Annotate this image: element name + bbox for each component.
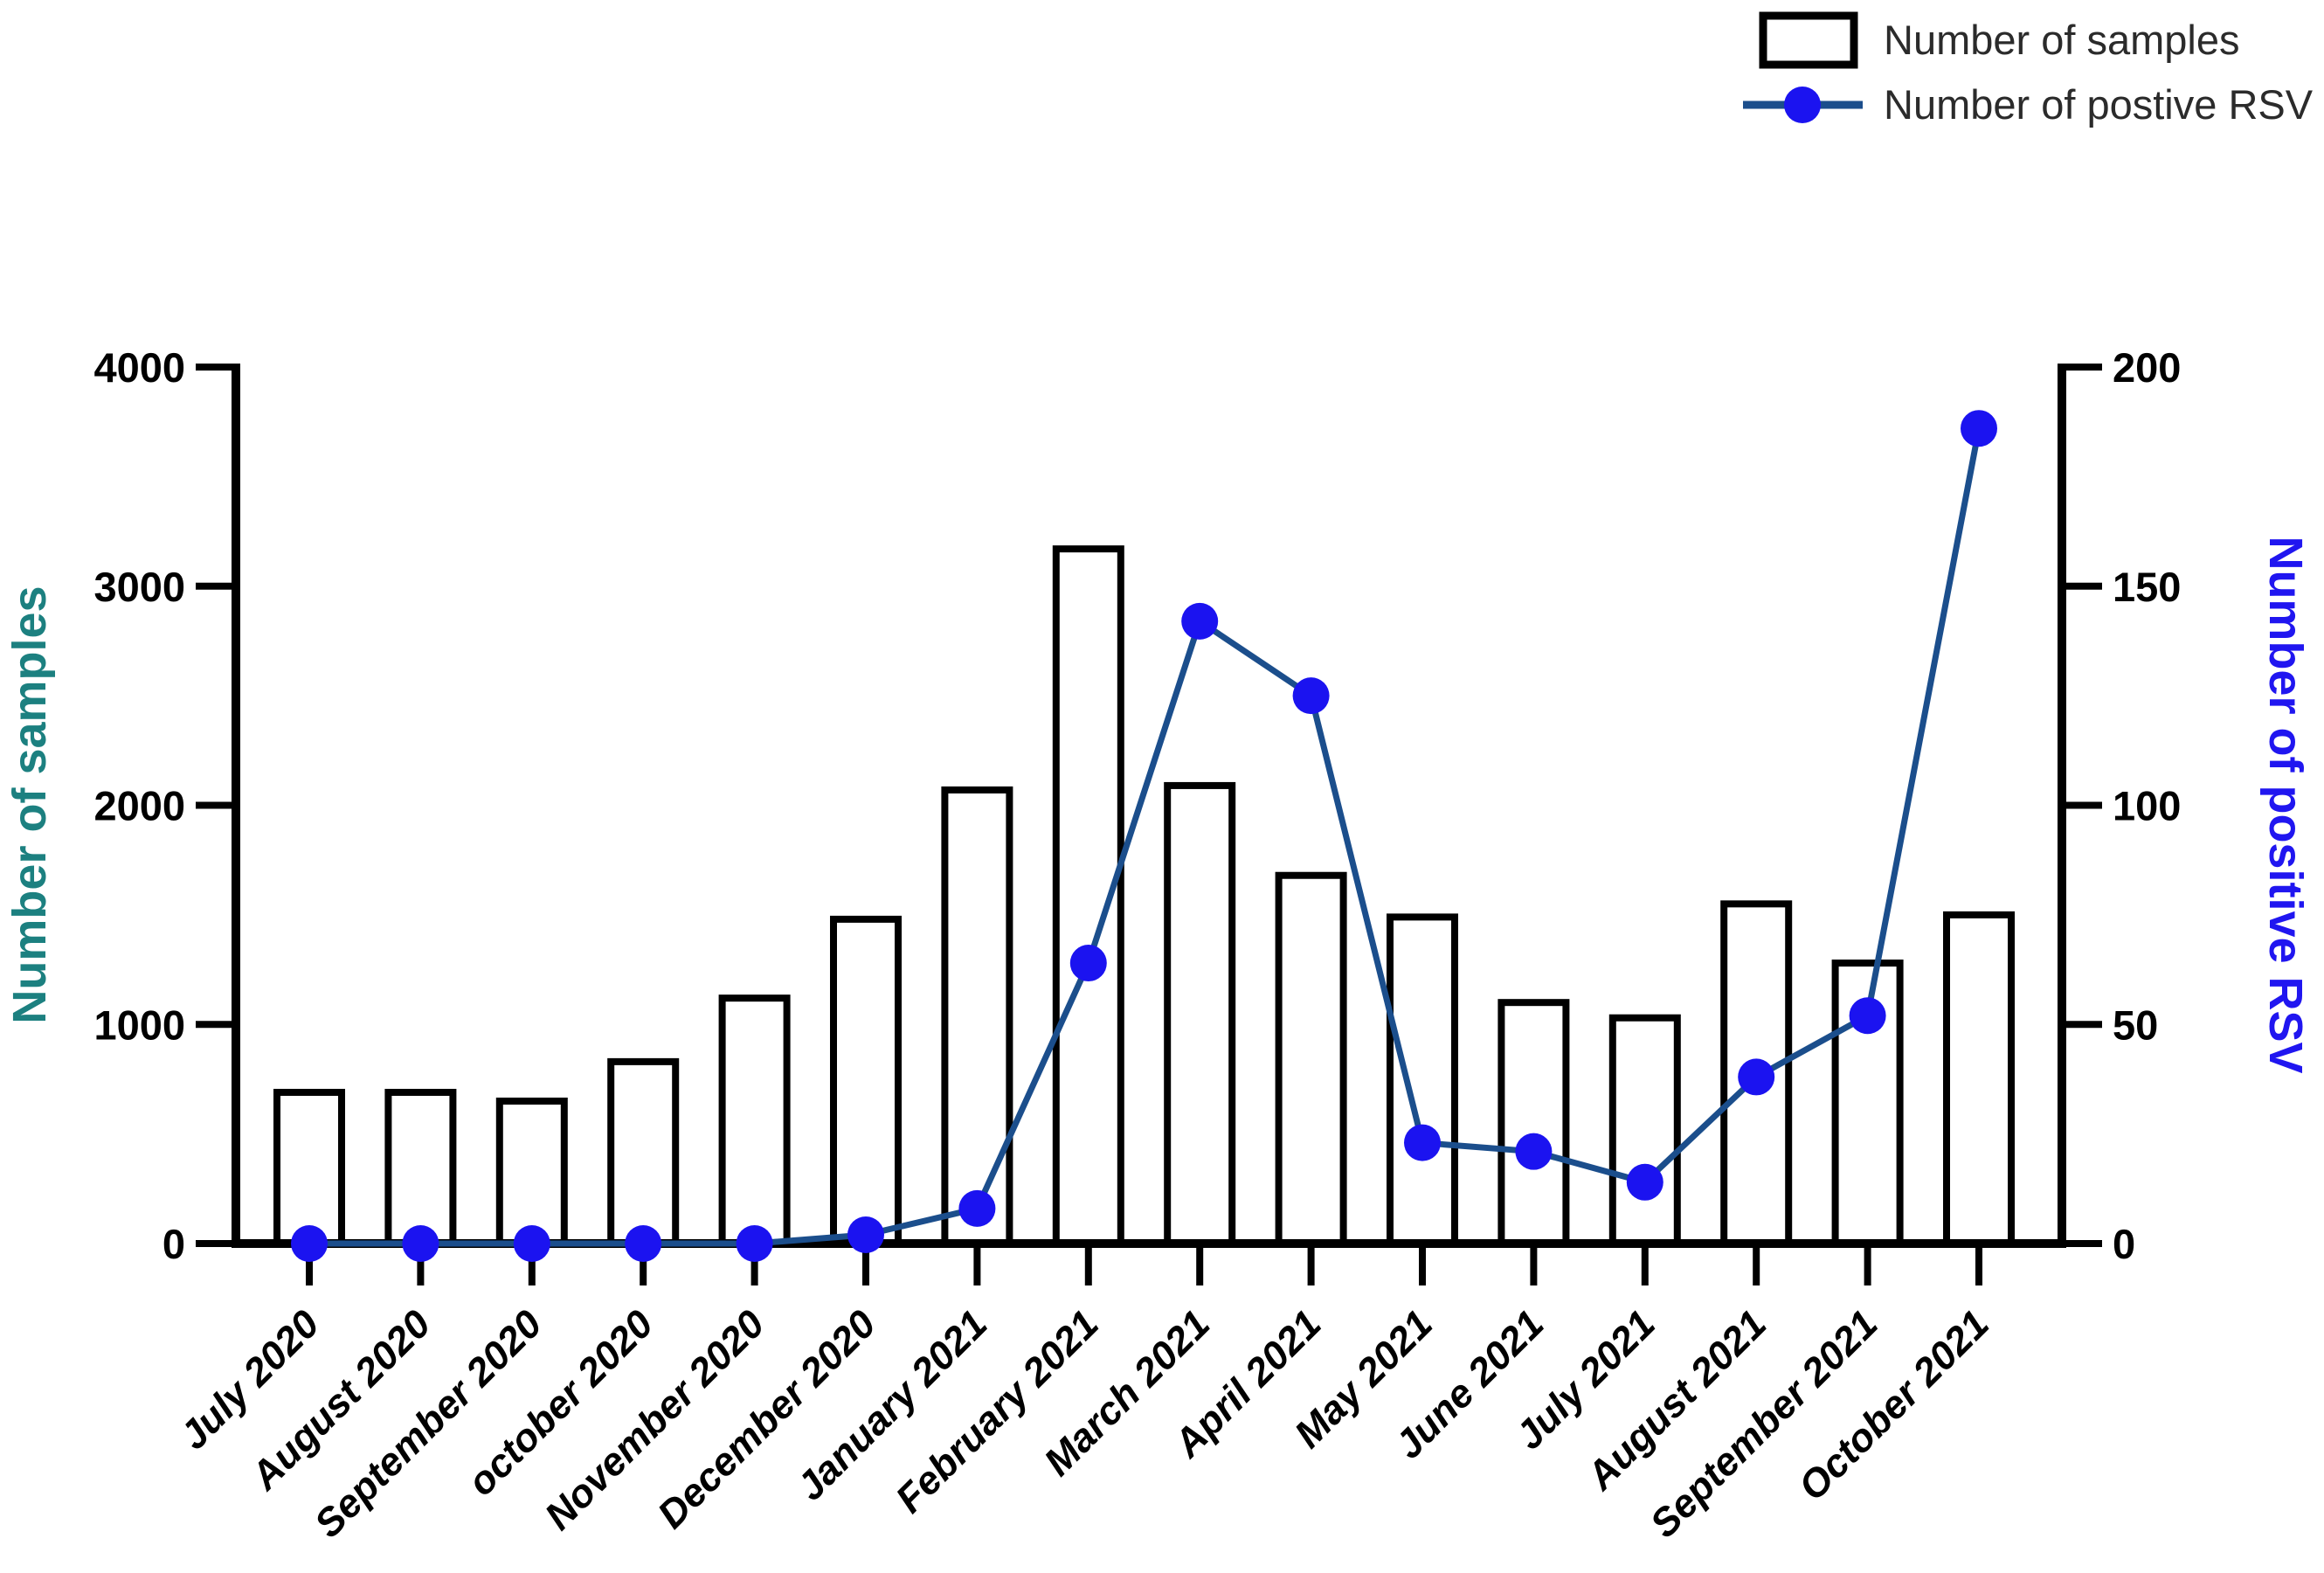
rsv-line-layer — [309, 427, 1982, 1247]
samples-bar — [607, 1057, 680, 1247]
rsv-point — [958, 1189, 996, 1227]
samples-bar — [273, 1088, 345, 1248]
axes-layer: 0 1000 2000 3000 4000 0 50 100 150 200 — [93, 344, 2181, 1285]
samples-bar — [1497, 999, 1570, 1248]
rsv-point — [1849, 997, 1886, 1035]
left-axis-tick-label: 4000 — [93, 344, 185, 391]
x-axis-month-label: January 2021 — [788, 1301, 996, 1509]
rsv-points-layer — [291, 410, 1997, 1262]
rsv-point — [1292, 677, 1330, 715]
right-axis-tick-label: 200 — [2113, 344, 2181, 391]
x-axis-month-label: October 2021 — [1789, 1301, 1997, 1509]
samples-bar — [941, 786, 1013, 1247]
right-axis-tick-label: 150 — [2113, 564, 2181, 610]
rsv-point — [625, 1225, 662, 1262]
left-axis-tick-label: 2000 — [93, 783, 185, 829]
x-axis-month-label: February 2021 — [887, 1301, 1107, 1521]
right-axis-tick-label: 50 — [2113, 1001, 2158, 1048]
rsv-point — [291, 1225, 328, 1262]
right-axis-title: Number of positive RSV — [2259, 536, 2312, 1073]
rsv-point — [1404, 1124, 1441, 1161]
right-axis-tick-label: 0 — [2113, 1221, 2135, 1267]
rsv-point — [1515, 1133, 1553, 1170]
samples-bar — [830, 915, 902, 1247]
samples-bar — [1275, 871, 1347, 1247]
rsv-point — [847, 1216, 884, 1253]
samples-bar — [718, 994, 791, 1248]
samples-bar — [1164, 781, 1236, 1247]
samples-bar — [495, 1098, 568, 1247]
rsv-point — [1961, 410, 1997, 447]
rsv-point — [513, 1225, 550, 1262]
left-axis-tick-label: 0 — [163, 1221, 185, 1267]
legend-rsv-label: Number of postive RSV — [1884, 81, 2314, 128]
legend-samples-swatch — [1759, 11, 1858, 69]
samples-bar — [384, 1088, 457, 1248]
right-axis-tick-label: 100 — [2113, 783, 2181, 829]
samples-bars-layer — [273, 545, 2015, 1248]
left-axis-tick-label: 1000 — [93, 1001, 185, 1048]
legend: Number of samples Number of postive RSV — [1743, 11, 2314, 128]
rsv-point — [1069, 945, 1107, 982]
left-axis-title: Number of samples — [3, 586, 56, 1023]
rsv-point — [1626, 1163, 1663, 1201]
rsv-point — [736, 1225, 773, 1262]
rsv-point — [1738, 1058, 1775, 1096]
rsv-point — [402, 1225, 439, 1262]
rsv-point — [1181, 602, 1219, 640]
legend-samples-label: Number of samples — [1884, 17, 2240, 63]
left-axis-tick-label: 3000 — [93, 564, 185, 610]
samples-bar — [1943, 911, 2015, 1247]
rsv-line — [309, 427, 1982, 1247]
legend-rsv-dot-swatch — [1784, 87, 1821, 123]
samples-bar — [1608, 1014, 1681, 1248]
samples-bar — [1387, 913, 1458, 1247]
